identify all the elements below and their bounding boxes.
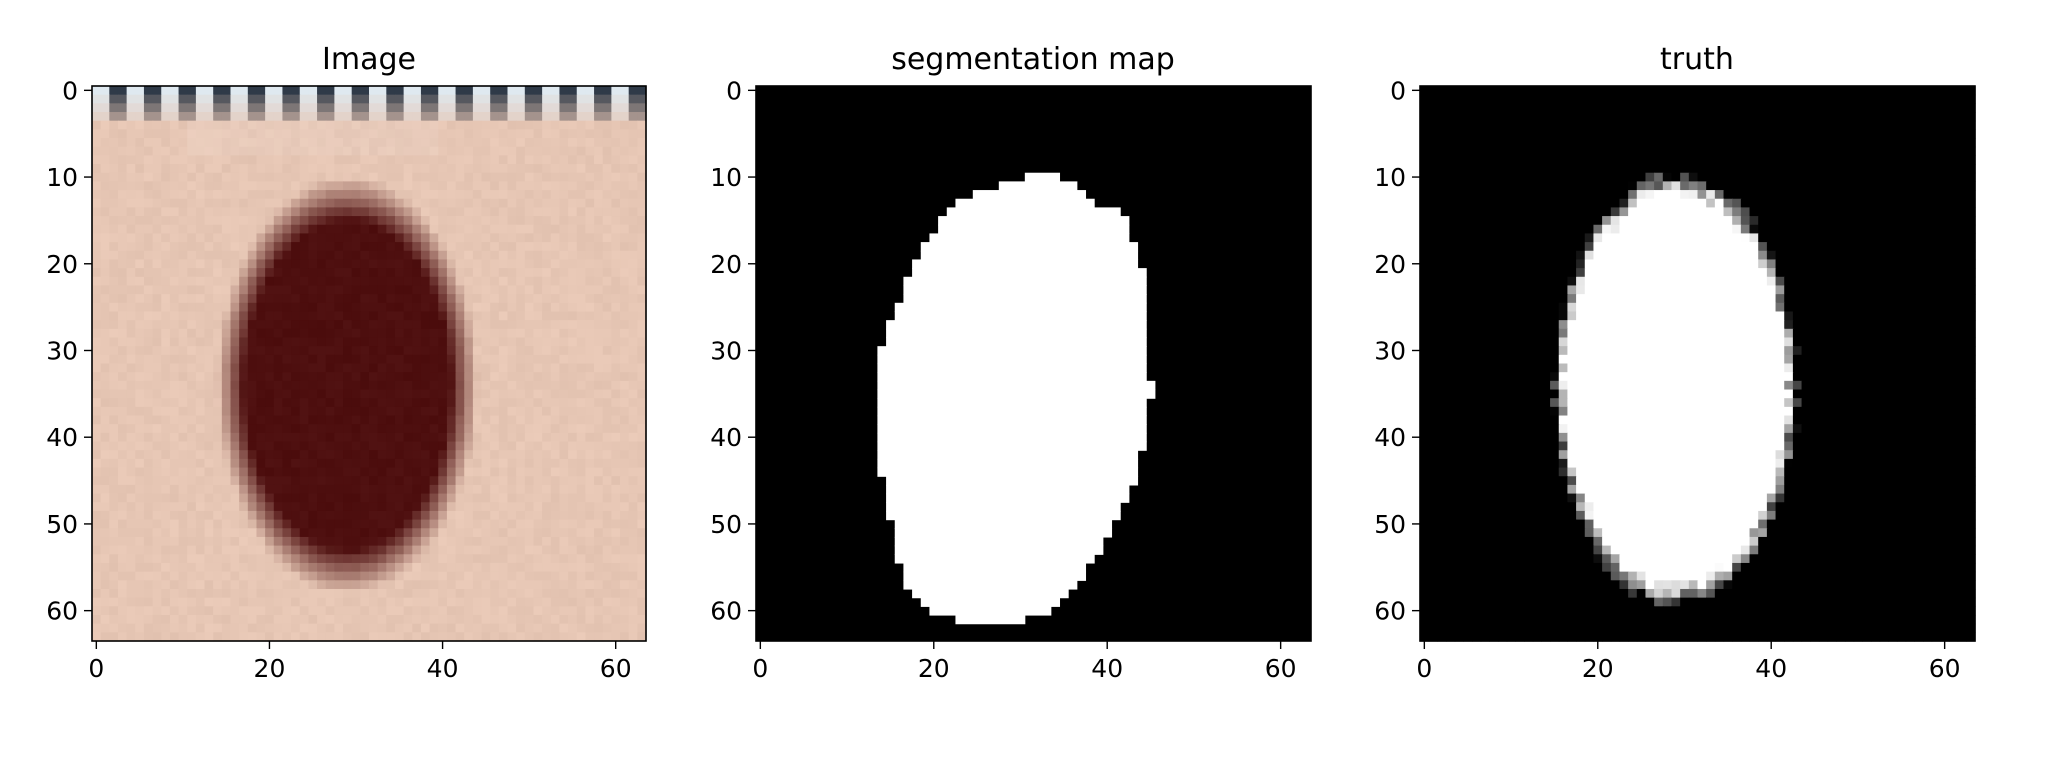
panel-title-truth: truth	[1660, 42, 1734, 77]
y-tick-label: 0	[62, 76, 78, 105]
x-tick-label: 60	[1265, 654, 1297, 683]
y-tick-label: 40	[46, 423, 78, 452]
y-tick-label: 40	[710, 423, 742, 452]
panel-image: Image 0 20 40 60 0 10 20 30 40 50 60	[46, 42, 647, 683]
panel-segmentation-map: segmentation map 0 20 40 60 0 10 20 30 40 50 60	[710, 42, 1312, 683]
heatmap-image: 0 20 40 60 0 10 20 30 40 50 60	[46, 76, 647, 683]
y-tick-label: 60	[710, 597, 742, 626]
x-tick-label: 20	[1582, 654, 1614, 683]
y-tick-label: 30	[710, 336, 742, 365]
x-tick-label: 40	[427, 654, 459, 683]
x-tick-label: 40	[1755, 654, 1787, 683]
x-tick-label: 0	[752, 654, 768, 683]
y-tick-label: 50	[1374, 510, 1406, 539]
x-tick-label: 60	[600, 654, 632, 683]
panel-title-segmentation-map: segmentation map	[891, 42, 1175, 77]
y-tick-label: 10	[46, 163, 78, 192]
y-tick-label: 0	[726, 76, 742, 105]
y-tick-label: 50	[46, 510, 78, 539]
x-tick-label: 0	[1416, 654, 1432, 683]
y-tick-label: 60	[46, 597, 78, 626]
x-tick-label: 0	[88, 654, 104, 683]
y-tick-label: 10	[710, 163, 742, 192]
y-tick-label: 0	[1390, 76, 1406, 105]
y-tick-label: 20	[710, 250, 742, 279]
heatmap-truth: 0 20 40 60 0 10 20 30 40 50 60	[1374, 76, 1976, 683]
panel-title-image: Image	[322, 42, 416, 77]
x-tick-label: 20	[254, 654, 286, 683]
y-tick-label: 40	[1374, 423, 1406, 452]
y-tick-label: 30	[1374, 336, 1406, 365]
x-tick-label: 40	[1091, 654, 1123, 683]
y-tick-label: 20	[46, 250, 78, 279]
y-tick-label: 20	[1374, 250, 1406, 279]
panel-truth: truth 0 20 40 60 0 10 20 30 40 50 60	[1374, 42, 1976, 683]
y-tick-label: 30	[46, 336, 78, 365]
y-tick-label: 60	[1374, 597, 1406, 626]
y-tick-label: 10	[1374, 163, 1406, 192]
x-tick-label: 20	[918, 654, 950, 683]
x-tick-label: 60	[1929, 654, 1961, 683]
y-tick-label: 50	[710, 510, 742, 539]
heatmap-segmentation-map: 0 20 40 60 0 10 20 30 40 50 60	[710, 76, 1312, 683]
